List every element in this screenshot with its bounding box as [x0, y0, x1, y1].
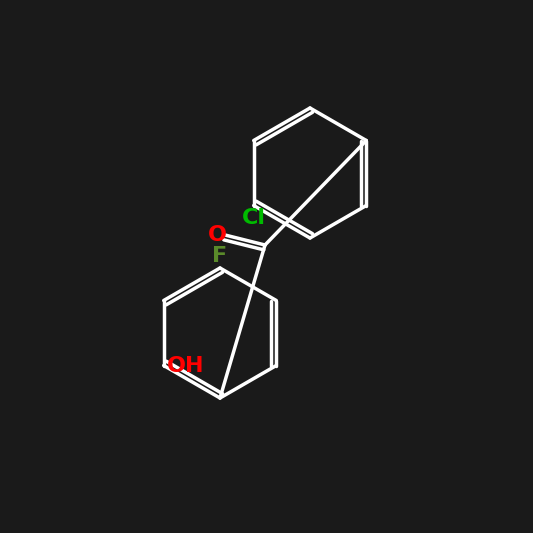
Text: F: F	[213, 246, 228, 266]
Text: O: O	[207, 225, 227, 245]
Text: Cl: Cl	[241, 207, 266, 228]
Text: OH: OH	[167, 356, 205, 376]
